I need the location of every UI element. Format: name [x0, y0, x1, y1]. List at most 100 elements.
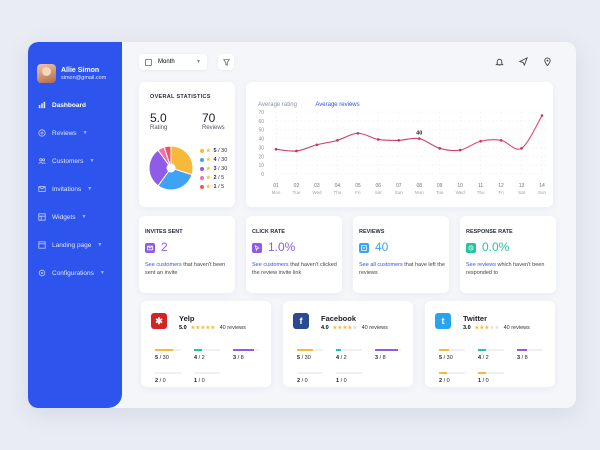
page-icon — [38, 241, 46, 249]
star-rating: ★★★★★ — [191, 325, 216, 331]
y-tick-label: 70 — [258, 110, 264, 116]
data-point — [479, 139, 482, 143]
stat-card-value: 40 — [375, 240, 389, 254]
location-button[interactable] — [542, 56, 552, 66]
notification-button[interactable] — [494, 56, 504, 66]
star-icon: ★ — [352, 325, 358, 331]
rating-breakdown-item: 3 / 8 — [517, 349, 543, 361]
series-line — [275, 115, 543, 152]
sidebar-item-dashboard[interactable]: Dashboard — [38, 101, 114, 109]
sidebar-item-widgets[interactable]: Widgets ▼ — [38, 213, 114, 221]
response-icon — [466, 243, 476, 253]
data-point — [458, 148, 462, 152]
stat-card-title: REVIEWS — [359, 229, 385, 235]
reviews-value: 70 — [202, 111, 216, 125]
star-icon: ★ — [206, 175, 211, 181]
rating-breakdown-total: 0 — [201, 377, 205, 384]
stat-card-desc-text: which haven't been responded to — [466, 262, 545, 276]
stat-card-value: 2 — [161, 240, 168, 254]
chevron-down-icon: ▼ — [89, 158, 95, 164]
sidebar-item-configurations[interactable]: Configurations ▼ — [38, 269, 114, 277]
sidebar-item-customers[interactable]: Customers ▼ — [38, 157, 114, 165]
star-icon: ★ — [489, 325, 495, 331]
chevron-down-icon: ▼ — [81, 214, 87, 220]
rating-breakdown-total: 0 — [162, 377, 166, 384]
sidebar-item-invitations[interactable]: Invitations ▼ — [38, 185, 114, 193]
stat-card-link[interactable]: See customers — [145, 262, 182, 268]
sidebar-item-label: Reviews — [52, 129, 77, 137]
data-point — [540, 114, 544, 117]
brand-rating-value: 5.0 — [179, 325, 187, 331]
legend-total: 5 — [221, 184, 225, 190]
stat-card-link[interactable]: See reviews — [466, 262, 496, 268]
tab-average-reviews[interactable]: Average reviews — [315, 102, 360, 108]
chevron-down-icon: ▼ — [99, 270, 105, 276]
rating-breakdown-total: 8 — [382, 354, 386, 361]
brand-rating-value: 3.0 — [463, 325, 471, 331]
star-icon: ★ — [206, 166, 211, 172]
x-tick-weekday: Sat — [518, 190, 526, 195]
star-icon: ★ — [206, 157, 211, 163]
legend-total: 5 — [221, 175, 225, 181]
stat-card-link[interactable]: See customers — [252, 262, 289, 268]
x-tick-day: 04 — [335, 183, 341, 189]
sidebar-item-label: Configurations — [52, 269, 94, 277]
legend-total: 30 — [221, 148, 228, 154]
period-select[interactable]: Month ▼ — [139, 54, 207, 70]
data-point — [499, 139, 503, 142]
rating-label: Rating — [150, 125, 168, 131]
sidebar-item-landing-page[interactable]: Landing page ▼ — [38, 241, 114, 249]
brand-rating: 3.0 ★★★★★ 40 reviews — [463, 325, 530, 331]
average-reviews-line-chart: 01020304050607001Mon02Tue03Wed04Thu05Fri… — [258, 110, 547, 195]
rating-breakdown-total: 2 — [343, 354, 347, 361]
legend-value: 2 — [213, 175, 217, 181]
tab-average-rating[interactable]: Average rating — [258, 102, 297, 108]
rating-value: 5.0 — [150, 111, 167, 125]
legend-value: 3 — [213, 166, 217, 172]
cursor-icon — [252, 243, 262, 253]
stat-card-click-rate: CLICK RATE 1.0% See customers that haven't… — [246, 216, 342, 293]
stat-card-desc-text: that have left the reviews — [359, 262, 445, 276]
sidebar-item-label: Widgets — [52, 213, 76, 221]
sidebar-item-reviews[interactable]: Reviews ▼ — [38, 129, 114, 137]
legend-dot — [200, 149, 204, 153]
filter-button[interactable] — [218, 54, 234, 70]
star-icon: ★ — [210, 325, 216, 331]
legend-dot — [200, 176, 204, 180]
stat-card-response-rate: RESPONSE RATE 0.0% See reviews which haven… — [460, 216, 556, 293]
bar-chart-icon — [38, 101, 46, 109]
avatar — [37, 64, 56, 83]
rating-breakdown-item: 5 / 30 — [297, 349, 323, 361]
x-tick-day: 03 — [314, 183, 320, 189]
sidebar-item-label: Invitations — [52, 185, 82, 193]
star-icon: ★ — [200, 325, 206, 331]
user-profile[interactable]: Allie Simon simon@gmail.com — [37, 64, 106, 83]
rating-breakdown-item: 3 / 8 — [233, 349, 259, 361]
stat-card-link[interactable]: See all customers — [359, 262, 403, 268]
review-icon — [359, 243, 369, 253]
brand-rating-value: 4.0 — [321, 325, 329, 331]
data-point — [417, 137, 421, 140]
legend-total: 30 — [221, 157, 228, 163]
rating-breakdown-value: 5 — [155, 354, 159, 361]
rating-breakdown-total: 30 — [446, 354, 453, 361]
send-button[interactable] — [518, 56, 528, 66]
x-tick-weekday: Sun — [395, 190, 404, 195]
brand-name: Facebook — [321, 314, 357, 323]
sidebar-item-label: Dashboard — [52, 101, 86, 109]
x-tick-weekday: Fri — [498, 190, 503, 195]
legend-row: ★ 4 / 30 — [200, 157, 227, 163]
sidebar-item-label: Landing page — [52, 241, 92, 249]
x-tick-day: 08 — [416, 183, 422, 189]
x-tick-day: 06 — [376, 183, 382, 189]
x-tick-weekday: Sun — [538, 190, 547, 195]
x-tick-day: 10 — [457, 183, 463, 189]
star-icon: ★ — [205, 325, 211, 331]
rating-breakdown-total: 30 — [304, 354, 311, 361]
rating-breakdown-item: 4 / 2 — [336, 349, 362, 361]
rating-breakdown-value: 4 — [336, 354, 340, 361]
brand-review-count: 40 reviews — [503, 325, 530, 331]
